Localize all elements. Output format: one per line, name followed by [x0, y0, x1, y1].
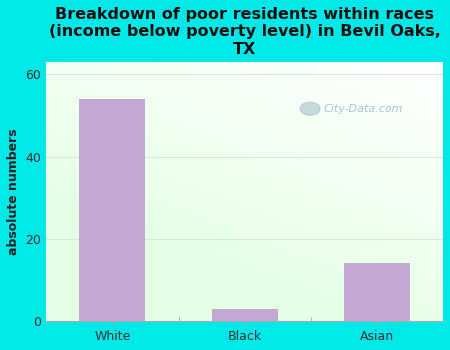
- Bar: [212, 309, 278, 321]
- Circle shape: [300, 102, 320, 115]
- Bar: [344, 264, 410, 321]
- Y-axis label: absolute numbers: absolute numbers: [7, 128, 20, 255]
- Title: Breakdown of poor residents within races
(income below poverty level) in Bevil O: Breakdown of poor residents within races…: [49, 7, 441, 57]
- Text: City-Data.com: City-Data.com: [324, 104, 404, 114]
- Bar: [79, 99, 145, 321]
